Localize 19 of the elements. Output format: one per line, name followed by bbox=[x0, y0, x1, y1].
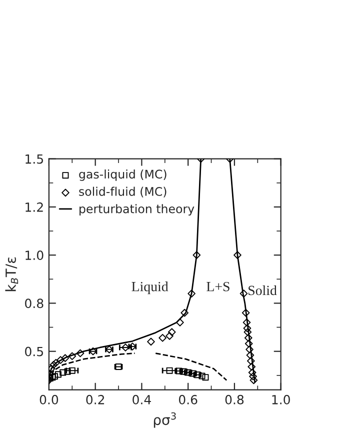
y-tick-label: 1.5 bbox=[26, 154, 44, 164]
x-tick-label: 1.0 bbox=[272, 394, 290, 404]
x-tick-label: 0.8 bbox=[225, 394, 244, 404]
y-axis-title: k$_{B}$T/ε bbox=[5, 257, 18, 292]
legend-label: solid-fluid (MC) bbox=[79, 186, 166, 198]
x-tick-label: 0.2 bbox=[86, 394, 104, 404]
annotation: Liquid bbox=[132, 282, 168, 294]
x-tick-label: 0.0 bbox=[40, 394, 58, 404]
x-tick-label: 0.6 bbox=[178, 394, 198, 404]
y-tick-label: 1.0 bbox=[26, 250, 44, 260]
y-tick-label: 0.8 bbox=[25, 298, 44, 308]
y-tick-label: 0.5 bbox=[25, 346, 44, 356]
annotation: Solid bbox=[248, 285, 277, 296]
y-tick-label: 1.2 bbox=[26, 202, 43, 212]
legend-label: gas-liquid (MC) bbox=[79, 169, 166, 181]
annotation: L+S bbox=[206, 282, 230, 292]
x-axis-title: ρσ$^{3}$ bbox=[154, 412, 176, 428]
x-tick-label: 0.4 bbox=[132, 394, 151, 404]
legend-label: perturbation theory bbox=[80, 204, 194, 216]
